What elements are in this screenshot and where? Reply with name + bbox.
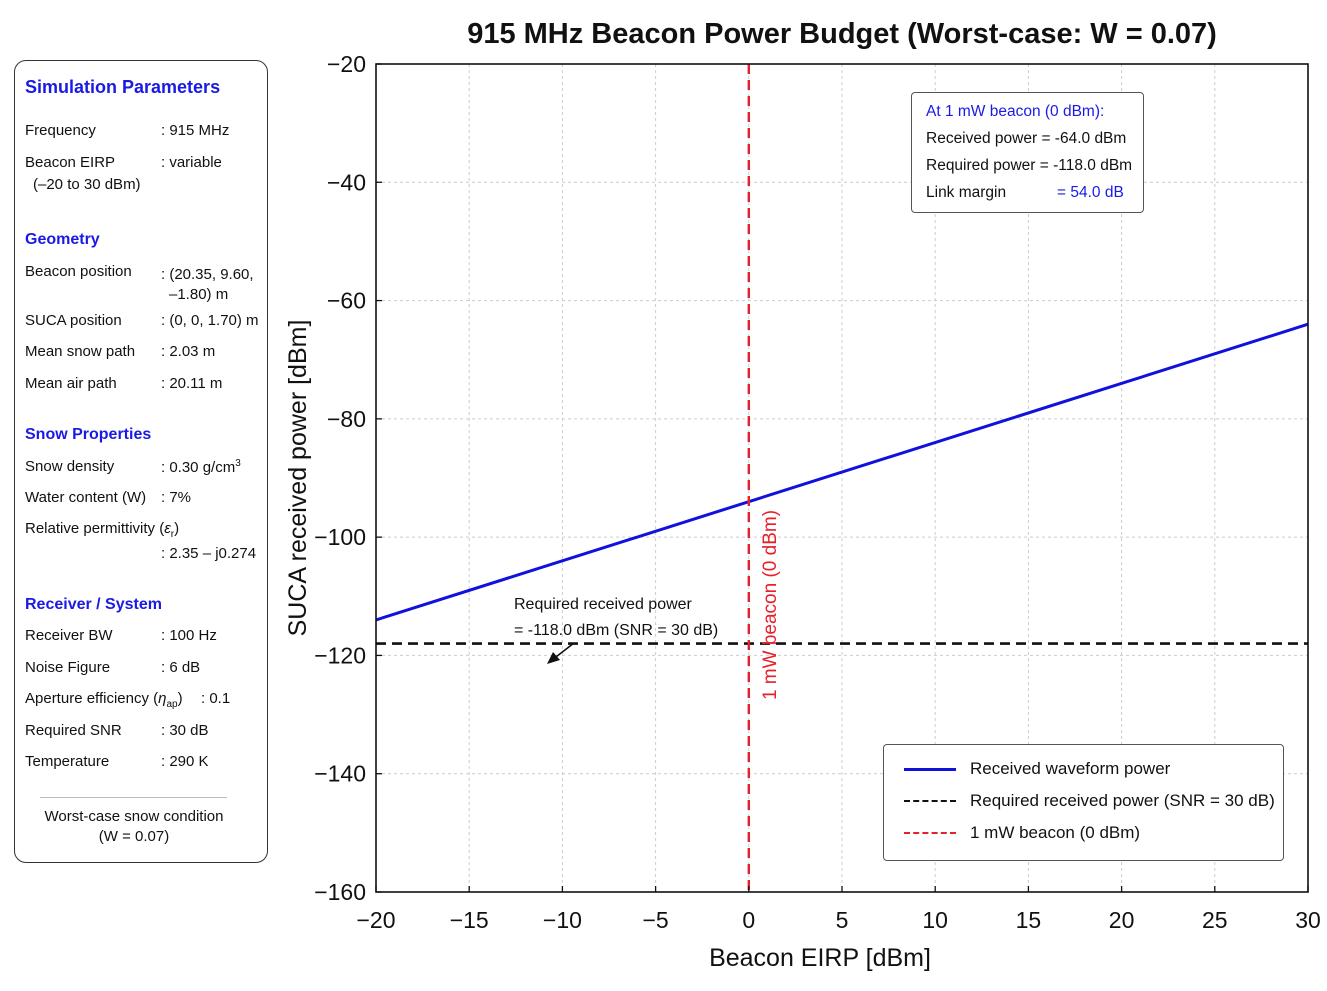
legend-label-required: Required received power (SNR = 30 dB): [970, 791, 1275, 810]
simulation-parameters-panel: Simulation Parameters Frequency : 915 MH…: [14, 60, 268, 863]
x-tick-label: 15: [1016, 907, 1042, 933]
eirp-value: : variable: [161, 154, 222, 171]
frequency-value: : 915 MHz: [161, 122, 230, 139]
permittivity-label: Relative permittivity (εr): [25, 520, 180, 540]
legend-item-beacon: 1 mW beacon (0 dBm): [884, 823, 1283, 843]
chart-title: 915 MHz Beacon Power Budget (Worst-case:…: [467, 18, 1217, 50]
panel-title: Simulation Parameters: [25, 77, 221, 97]
x-tick-label: 20: [1109, 907, 1135, 933]
legend-label-beacon: 1 mW beacon (0 dBm): [970, 823, 1141, 842]
receiver-section-title: Receiver / System: [25, 596, 162, 613]
info-received-power: Received power = -64.0 dBm: [926, 130, 1127, 147]
permittivity-value: : 2.35 – j0.274: [161, 545, 257, 562]
y-tick-label: −80: [327, 406, 366, 432]
receiver-bw-label: Receiver BW: [25, 627, 113, 644]
y-tick-label: −60: [327, 288, 366, 314]
x-tick-label: 5: [836, 907, 849, 933]
noise-figure-label: Noise Figure: [25, 659, 111, 676]
x-tick-label: −10: [543, 907, 582, 933]
aperture-efficiency-label: Aperture efficiency (ηap): [25, 690, 183, 710]
beacon-line-label: 1 mW beacon (0 dBm): [760, 510, 781, 700]
legend-label-received: Received waveform power: [970, 759, 1171, 778]
noise-figure-value: : 6 dB: [161, 659, 201, 676]
info-margin-value: = 54.0 dB: [1057, 184, 1124, 201]
receiver-bw-value: : 100 Hz: [161, 627, 217, 644]
legend-item-received: Received waveform power: [884, 759, 1283, 779]
x-tick-label: −20: [356, 907, 395, 933]
x-tick-label: 0: [742, 907, 755, 933]
water-content-label: Water content (W): [25, 489, 147, 506]
snow-density-value: : 0.30 g/cm3: [161, 458, 241, 476]
legend-swatch-received: [904, 768, 956, 771]
required-snr-label: Required SNR: [25, 722, 122, 739]
frequency-label: Frequency: [25, 122, 96, 139]
snow-path-value: : 2.03 m: [161, 343, 216, 360]
y-axis-label: SUCA received power [dBm]: [284, 320, 312, 637]
suca-position-label: SUCA position: [25, 312, 122, 329]
beacon-position-label: Beacon position: [25, 263, 132, 280]
y-tick-label: −40: [327, 169, 366, 195]
required-snr-value: : 30 dB: [161, 722, 209, 739]
x-tick-label: 10: [922, 907, 948, 933]
series-received-line: [375, 322, 1309, 622]
x-tick-label: −15: [450, 907, 489, 933]
y-tick-label: −140: [314, 761, 366, 787]
y-tick-label: −160: [314, 879, 366, 905]
info-required-power: Required power = -118.0 dBm: [926, 157, 1133, 174]
y-tick-label: −120: [314, 642, 366, 668]
info-margin-label: Link margin: [926, 184, 1007, 201]
temperature-label: Temperature: [25, 753, 110, 770]
annotation-arrow: [547, 642, 575, 664]
link-budget-info-box: At 1 mW beacon (0 dBm): Received power =…: [911, 92, 1144, 213]
air-path-label: Mean air path: [25, 375, 117, 392]
snow-section-title: Snow Properties: [25, 426, 152, 443]
geometry-section-title: Geometry: [25, 231, 100, 248]
x-axis-label: Beacon EIRP [dBm]: [709, 944, 931, 972]
x-tick-label: 25: [1202, 907, 1228, 933]
x-tick-label: −5: [642, 907, 668, 933]
suca-position-value: : (0, 0, 1.70) m: [161, 312, 259, 329]
snow-density-label: Snow density: [25, 458, 115, 475]
eirp-label: Beacon EIRP: [25, 154, 116, 171]
panel-footer: Worst-case snow condition (W = 0.07): [44, 808, 224, 845]
axes-layer: −20 −15 −10 −5 0 5 10 15 20 25 30 −160 −140 −120 −100 −…: [314, 51, 1321, 933]
aperture-efficiency-value: : 0.1: [201, 690, 231, 707]
air-path-value: : 20.11 m: [161, 375, 223, 392]
water-content-value: : 7%: [161, 489, 192, 506]
panel-divider: [40, 797, 227, 798]
eirp-range-label: (–20 to 30 dBm): [33, 176, 141, 193]
x-tick-label: 30: [1295, 907, 1321, 933]
legend-swatch-required: [904, 800, 956, 802]
y-tick-label: −100: [314, 524, 366, 550]
legend-item-required: Required received power (SNR = 30 dB): [884, 791, 1283, 811]
y-tick-label: −20: [327, 51, 366, 77]
temperature-value: : 290 K: [161, 753, 209, 770]
series-layer: [375, 64, 1309, 892]
snow-path-label: Mean snow path: [25, 343, 136, 360]
required-power-annotation: Required received power = -118.0 dBm (SN…: [514, 596, 719, 639]
legend: Received waveform power Required receive…: [883, 744, 1284, 861]
beacon-position-value: : (20.35, 9.60, –1.80) m: [161, 266, 254, 303]
info-heading: At 1 mW beacon (0 dBm):: [926, 103, 1105, 120]
legend-swatch-beacon: [904, 832, 956, 834]
